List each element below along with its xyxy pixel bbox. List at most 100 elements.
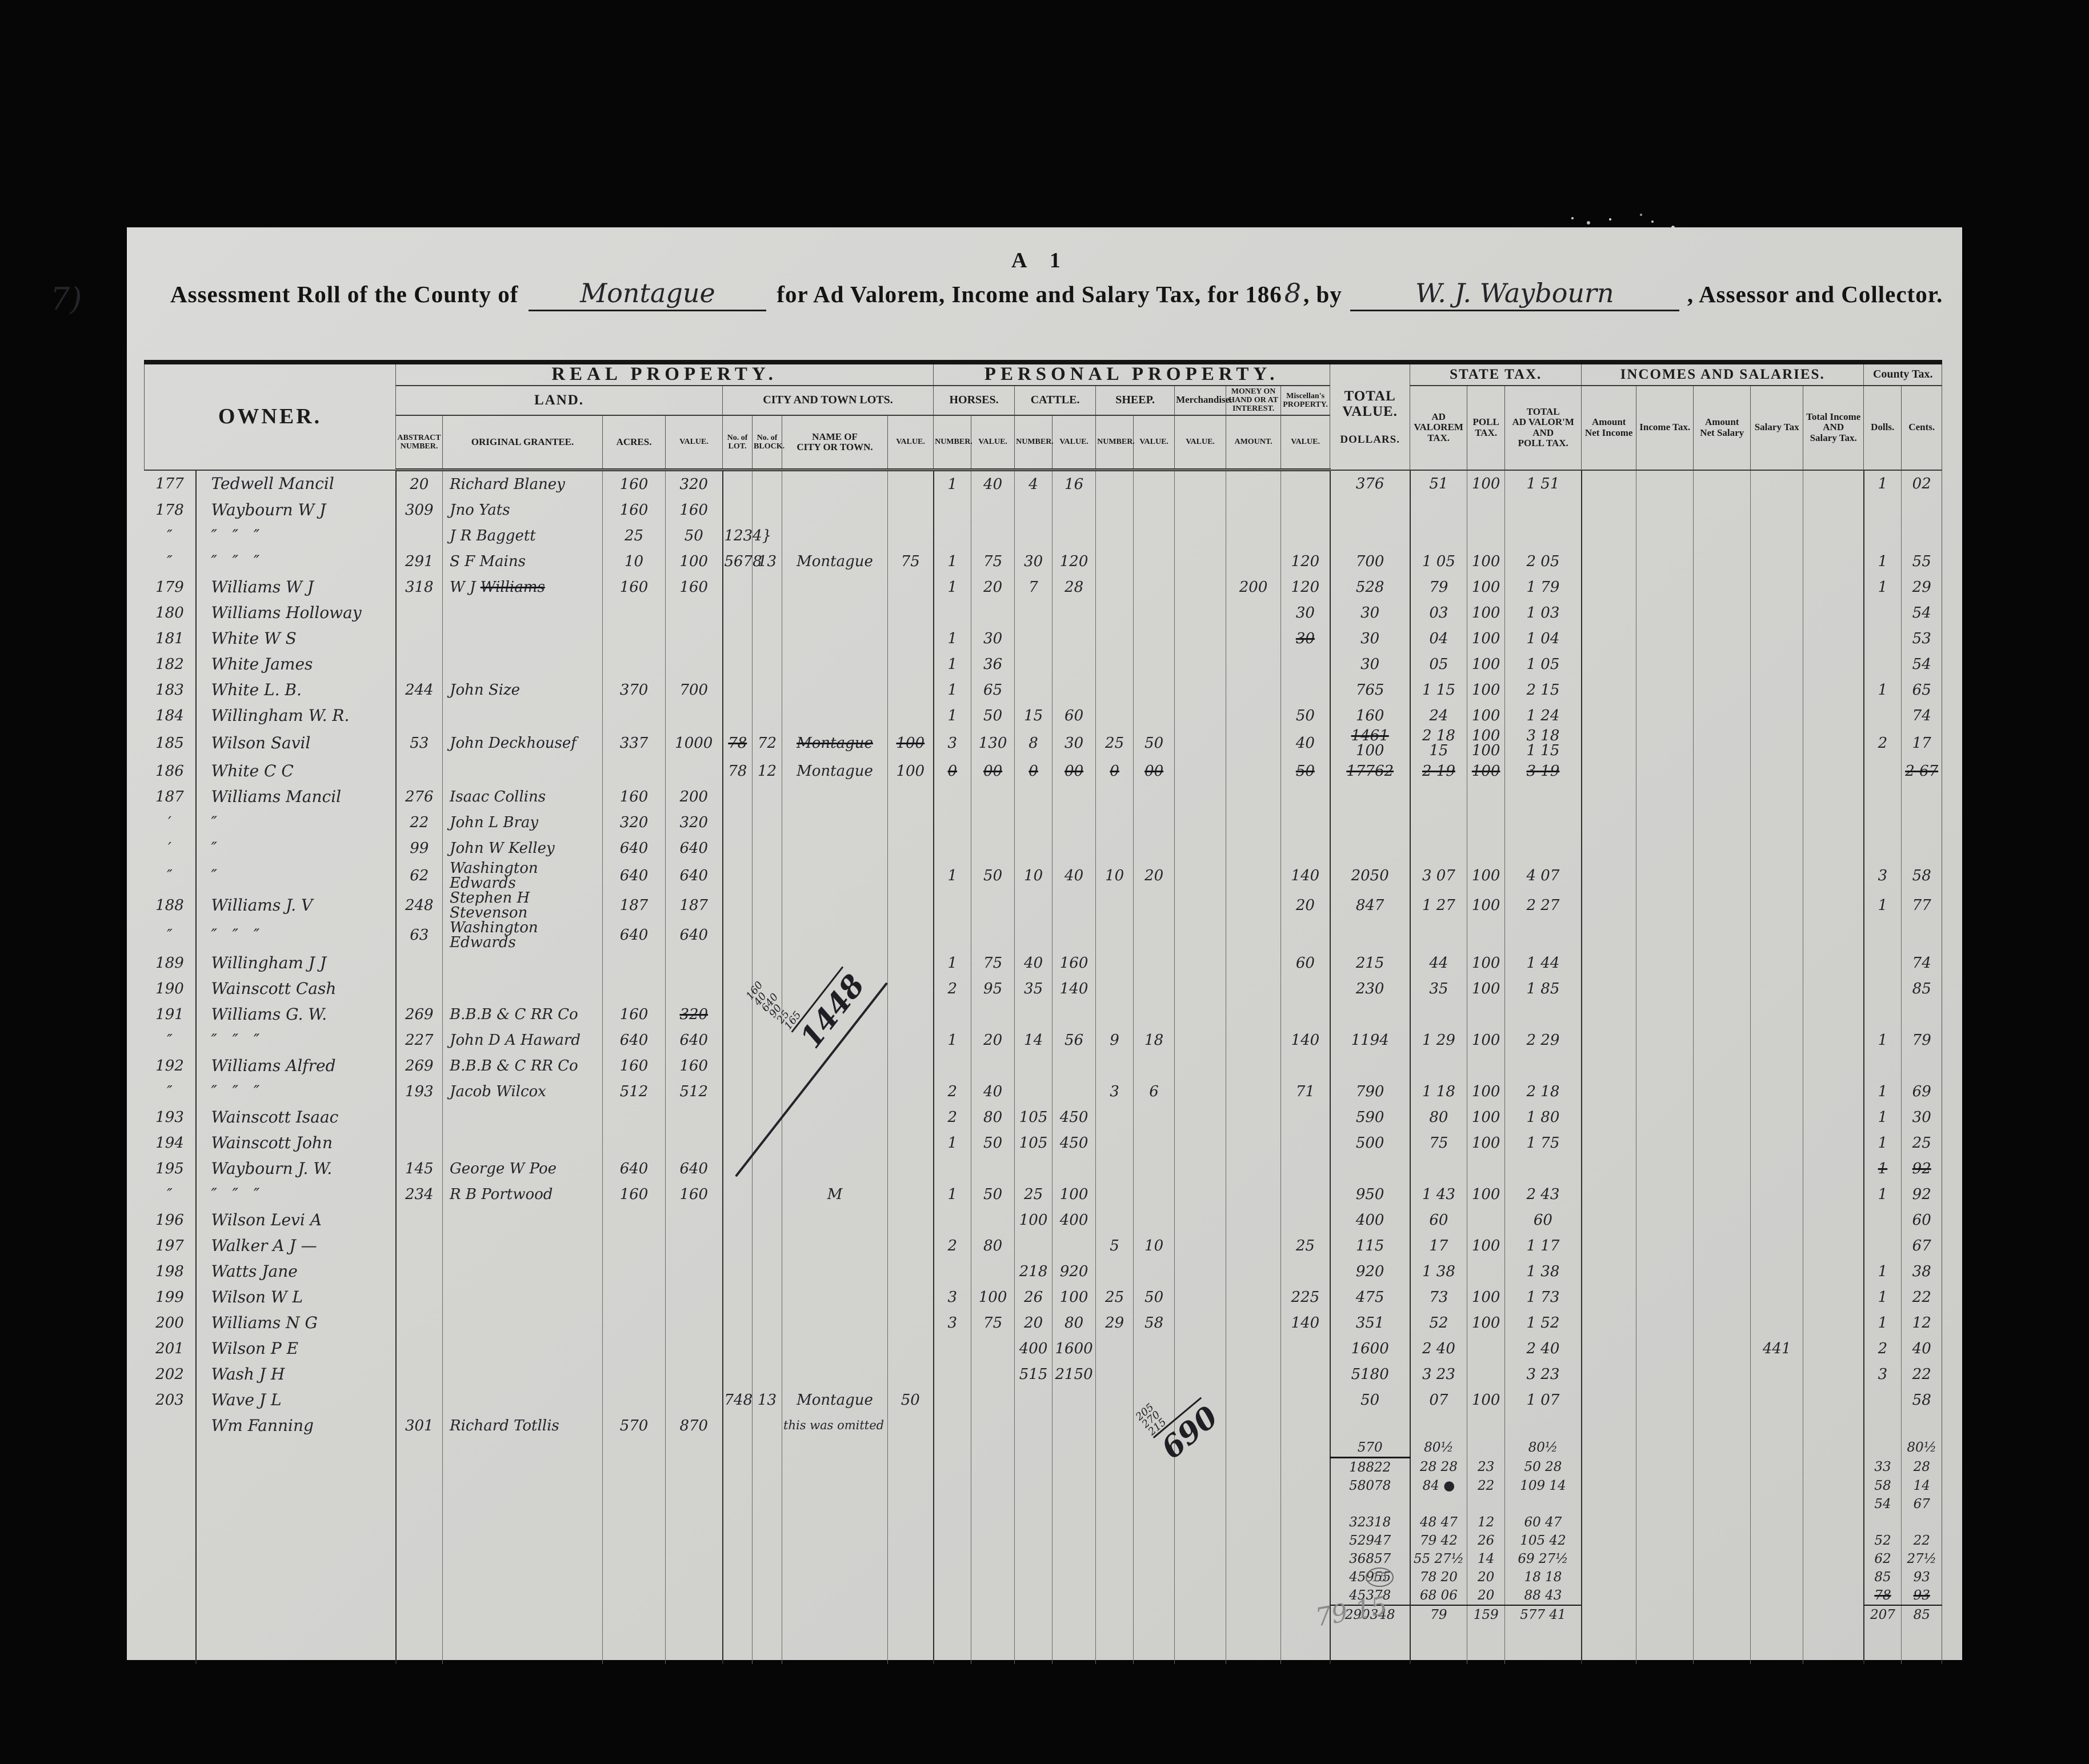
table-cell: 2 (1863, 728, 1902, 759)
table-cell: 20 (1133, 861, 1175, 891)
table-cell (442, 1495, 603, 1514)
table-cell (722, 1079, 753, 1105)
totals-row: 52947 79 42 26 105 42 52 22 (145, 1532, 1942, 1550)
table-cell: 22 (1901, 1361, 1942, 1388)
table-cell (1580, 1156, 1636, 1182)
table-cell: Richard Blaney (442, 470, 603, 498)
table-cell (1174, 703, 1226, 729)
table-cell (752, 1513, 782, 1532)
table-cell (1133, 1513, 1175, 1532)
table-cell (1636, 1568, 1694, 1587)
table-cell: 309 (395, 497, 443, 523)
table-cell (1693, 1104, 1751, 1130)
table-cell: 1000 (665, 728, 723, 759)
table-cell: 79 42 (1409, 1532, 1467, 1550)
table-cell: 200 (665, 784, 723, 810)
table-cell: 570 (602, 1413, 666, 1439)
table-cell (782, 1053, 888, 1079)
table-cell (1133, 1477, 1175, 1496)
table-cell (971, 1477, 1015, 1496)
table-cell: 1 (933, 548, 971, 575)
group-horses: HORSES. (933, 385, 1015, 416)
table-cell (602, 1586, 666, 1606)
table-cell (1693, 861, 1751, 891)
table-cell: 30 (1329, 600, 1410, 626)
table-cell (722, 1233, 753, 1259)
table-cell: 234 (395, 1181, 443, 1208)
table-cell (1052, 1387, 1096, 1413)
table-cell: 2 (933, 976, 971, 1002)
table-cell (887, 1233, 934, 1259)
table-cell: Wash J H (195, 1361, 396, 1388)
table-cell (752, 809, 782, 836)
table-cell (1226, 470, 1281, 498)
table-cell (665, 1513, 723, 1532)
table-cell: Williams W J (195, 574, 396, 600)
col-original-grantee: ORIGINAL GRANTEE. (442, 415, 603, 472)
table-cell (1095, 784, 1134, 810)
table-cell: 23 (1467, 1457, 1505, 1477)
table-cell (752, 1532, 782, 1550)
col-owner: OWNER. (143, 362, 396, 471)
table-cell (1052, 1457, 1096, 1477)
totals-row: 32318 48 47 12 60 47 (145, 1513, 1942, 1532)
table-cell: 1 (933, 703, 971, 729)
table-row: 198 Watts Jane 218 920 920 1 38 1 38 1 38 (145, 1258, 1942, 1285)
table-cell (1174, 1181, 1226, 1208)
table-cell (1580, 470, 1636, 498)
table-cell (665, 1495, 723, 1514)
table-cell (1174, 1513, 1226, 1532)
table-cell: 100 (1467, 626, 1505, 652)
table-cell (665, 1310, 723, 1336)
table-cell (971, 1361, 1015, 1388)
table-cell (1329, 523, 1410, 549)
table-cell (752, 784, 782, 810)
table-cell: 512 (665, 1079, 723, 1105)
table-cell (1750, 677, 1803, 703)
table-cell: 187 (665, 891, 723, 921)
table-cell (1409, 784, 1467, 810)
table-cell: 58 (1863, 1477, 1902, 1496)
table-cell (887, 861, 934, 891)
table-cell: 186 (155, 762, 184, 780)
table-cell (1803, 950, 1864, 976)
table-cell (602, 1310, 666, 1336)
table-cell (887, 1513, 934, 1532)
table-cell (1580, 950, 1636, 976)
table-cell: 100 (1467, 950, 1505, 976)
table-cell (1467, 497, 1505, 523)
table-cell: John W Kelley (442, 835, 603, 861)
table-cell (1750, 1207, 1803, 1233)
table-cell (1052, 1233, 1096, 1259)
table-cell (442, 1258, 603, 1285)
col-land-value: VALUE. (665, 415, 723, 472)
table-cell (1693, 976, 1751, 1002)
table-cell (442, 758, 603, 784)
table-cell (1095, 835, 1134, 861)
margin-note: 7) (50, 281, 82, 317)
table-cell (1580, 1532, 1636, 1550)
table-cell (395, 1457, 443, 1477)
table-row: 190 Wainscott Cash 2 95 35 140 230 35 100 1 85 85 (145, 976, 1942, 1002)
table-cell (195, 1550, 396, 1569)
table-cell: 40 (1014, 950, 1052, 976)
table-cell (1693, 1550, 1751, 1569)
table-cell (722, 1532, 753, 1550)
table-cell (1280, 1156, 1330, 1182)
table-cell (665, 976, 723, 1002)
table-cell (1863, 835, 1902, 861)
table-cell (971, 1586, 1015, 1606)
table-cell: 50 (1133, 728, 1175, 759)
table-cell (395, 1495, 443, 1514)
table-cell (665, 1387, 723, 1413)
table-cell (1280, 1532, 1330, 1550)
table-cell (1580, 626, 1636, 652)
table-cell (1636, 784, 1694, 810)
year-digit-handwritten: 8 (1284, 278, 1302, 308)
table-cell (1750, 891, 1803, 921)
table-cell (1014, 1477, 1052, 1496)
table-cell (752, 1284, 782, 1310)
table-cell (1693, 1336, 1751, 1362)
totals-row: 290348 79 159 577 41 207 85 (145, 1605, 1942, 1625)
